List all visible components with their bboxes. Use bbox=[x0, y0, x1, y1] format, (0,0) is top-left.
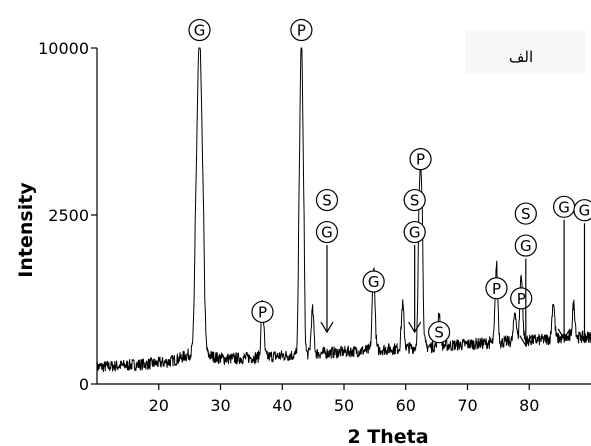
phase-marker-label: S bbox=[322, 192, 332, 210]
phase-arrow-head bbox=[320, 321, 334, 334]
x-tick-label: 30 bbox=[210, 396, 230, 415]
phase-marker-label: G bbox=[194, 22, 206, 40]
x-tick-label: 40 bbox=[272, 396, 292, 415]
phase-marker-label: P bbox=[416, 151, 425, 169]
phase-marker-circle bbox=[290, 18, 313, 42]
phase-marker-circle bbox=[514, 234, 537, 257]
phase-marker-circle bbox=[362, 270, 385, 293]
phase-marker-label: P bbox=[492, 280, 501, 298]
phase-marker-circle bbox=[315, 220, 339, 244]
phase-marker-circle bbox=[315, 188, 339, 212]
x-tick-label: 60 bbox=[396, 396, 416, 415]
y-tick-label: 2500 bbox=[48, 206, 89, 225]
phase-marker-label: S bbox=[521, 205, 531, 223]
phase-arrow-head bbox=[519, 335, 533, 347]
y-tick-label: 10000 bbox=[38, 39, 89, 58]
x-tick-label: 80 bbox=[519, 396, 539, 415]
phase-marker-label: G bbox=[321, 224, 333, 242]
phase-marker-circle bbox=[251, 300, 274, 324]
x-axis-title: 2 Theta bbox=[347, 426, 428, 446]
phase-marker-label: P bbox=[258, 303, 267, 321]
phase-marker-label: S bbox=[410, 192, 420, 210]
phase-marker-circle bbox=[403, 220, 426, 244]
phase-arrow-head bbox=[557, 328, 571, 340]
x-tick-label: 70 bbox=[457, 396, 477, 415]
panel-label-box bbox=[465, 30, 585, 74]
phase-marker-circle bbox=[514, 202, 537, 225]
phase-marker-circle bbox=[573, 199, 591, 222]
phase-marker-circle bbox=[188, 18, 211, 42]
panel-label: الف bbox=[509, 48, 533, 66]
phase-marker-circle bbox=[485, 277, 508, 300]
phase-arrow-head bbox=[577, 331, 591, 344]
xrd-series-line bbox=[96, 47, 591, 374]
phase-marker-label: G bbox=[558, 198, 570, 216]
phase-marker-label: S bbox=[434, 324, 444, 342]
phase-marker-label: P bbox=[517, 290, 526, 308]
phase-marker-label: P bbox=[297, 22, 306, 40]
phase-marker-circle bbox=[510, 287, 533, 310]
diffraction-pattern bbox=[96, 47, 591, 374]
phase-marker-label: G bbox=[520, 237, 532, 255]
phase-marker-label: G bbox=[579, 202, 591, 220]
phase-marker-label: G bbox=[368, 273, 380, 291]
x-tick-label: 20 bbox=[149, 396, 169, 415]
x-tick-label: 50 bbox=[334, 396, 354, 415]
phase-marker-circle bbox=[409, 148, 432, 171]
phase-arrow-head bbox=[408, 321, 422, 334]
y-axis-title: Intensity bbox=[15, 182, 37, 278]
y-tick-label: 0 bbox=[79, 375, 89, 394]
phase-marker-circle bbox=[403, 188, 426, 212]
phase-marker-circle bbox=[427, 321, 451, 344]
phase-marker-label: G bbox=[409, 224, 421, 242]
axes: 0 2500 10000 20 30 40 50 60 70 80 bbox=[38, 39, 591, 415]
